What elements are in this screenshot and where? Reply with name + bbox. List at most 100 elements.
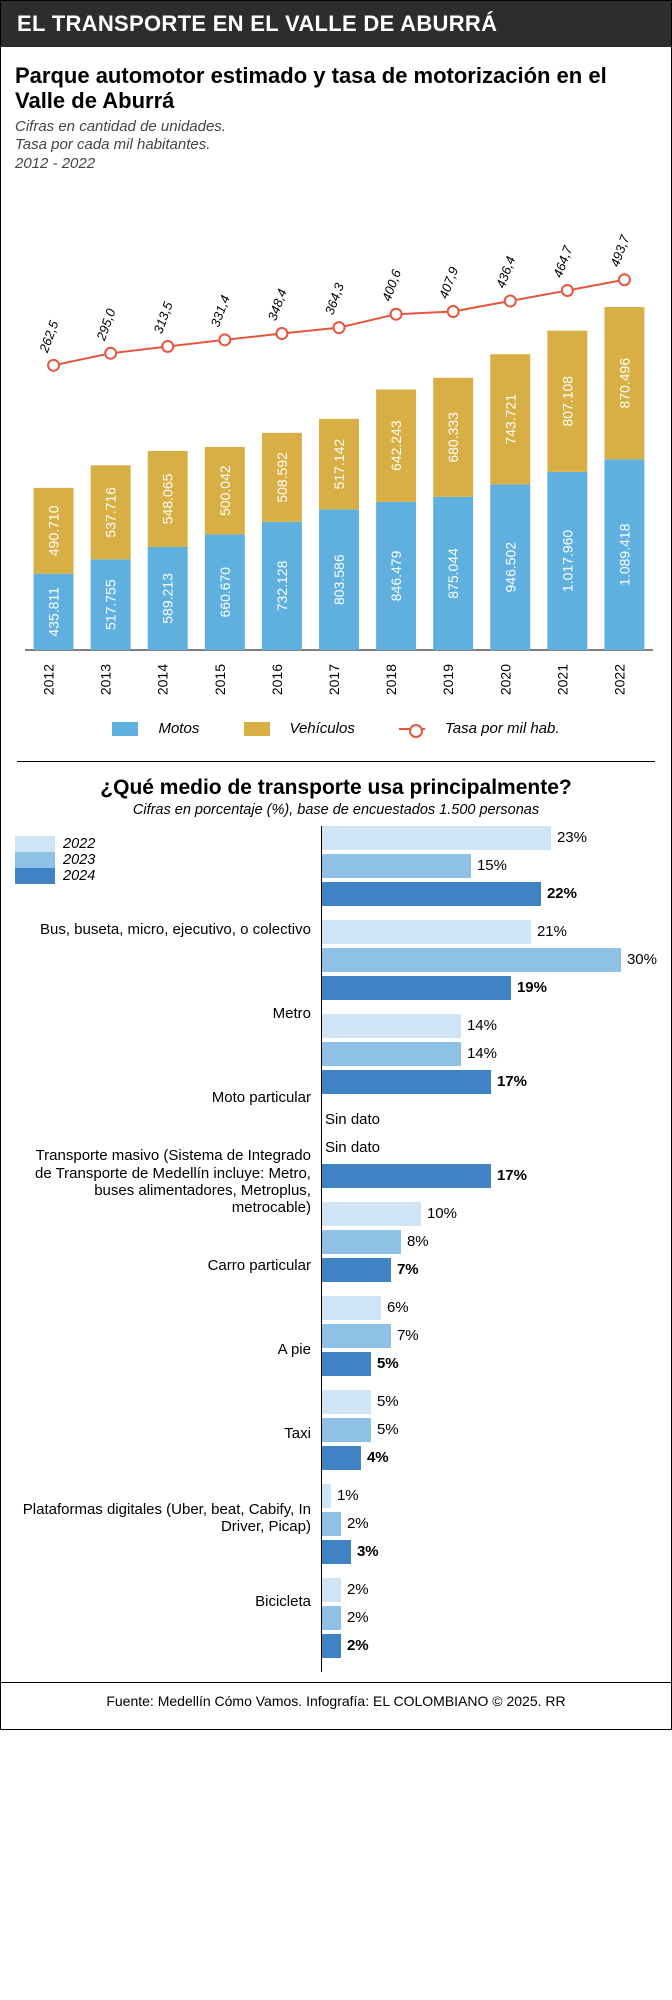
chart2-bar-label: 3% <box>357 1543 379 1560</box>
chart2-bar-row: 7% <box>321 1324 657 1348</box>
chart2-bar-label: 1% <box>337 1487 359 1504</box>
label-vehiculos-2019: 680.333 <box>445 412 461 463</box>
chart2-bar-group: 1% 2% 3% <box>321 1484 657 1564</box>
chart2-category-label: Plataformas digitales (Uber, beat, Cabif… <box>15 1476 321 1560</box>
chart2-bar-row: 3% <box>321 1540 657 1564</box>
chart2-bar <box>321 1202 421 1226</box>
chart2-bar <box>321 1512 341 1536</box>
chart2-bar-group: 14%14%17% <box>321 1014 657 1094</box>
chart2-bar-group: 21% 30% 19% <box>321 920 657 1000</box>
label-tasa-2020: 436,4 <box>493 254 518 290</box>
chart2-bar-label: 14% <box>467 1045 497 1062</box>
header-bar: EL TRANSPORTE EN EL VALLE DE ABURRÁ <box>1 1 671 47</box>
chart2-bar-label: 30% <box>627 951 657 968</box>
chart2-bar <box>321 882 541 906</box>
chart2-bar-row: 10% <box>321 1202 657 1226</box>
label-motos-2014: 589.213 <box>160 573 176 624</box>
chart2-bar <box>321 920 531 944</box>
chart1-svg: 435.811490.710262,52012517.755537.716295… <box>15 180 659 720</box>
chart2-bar-group: 23%15%22% <box>321 826 657 906</box>
tasa-marker <box>276 328 287 339</box>
chart1-subtitle: Cifras en cantidad de unidades.Tasa por … <box>15 118 657 174</box>
label-vehiculos-2012: 490.710 <box>46 505 62 556</box>
chart2-bar-label: 5% <box>377 1393 399 1410</box>
chart2-bar-row: 5% <box>321 1390 657 1414</box>
tasa-marker <box>48 360 59 371</box>
chart2-bar <box>321 826 551 850</box>
chart2-bar-label: 5% <box>377 1421 399 1438</box>
chart1-legend: Motos Vehículos Tasa por mil hab. <box>15 720 657 737</box>
chart2-bar-label: 21% <box>537 923 567 940</box>
tasa-marker <box>391 309 402 320</box>
chart2-bar-row: 22% <box>321 882 657 906</box>
chart2-bar <box>321 1540 351 1564</box>
tasa-marker <box>562 285 573 296</box>
xaxis-year-2014: 2014 <box>155 664 171 695</box>
chart2-category-label: A pie <box>15 1308 321 1392</box>
xaxis-year-2022: 2022 <box>611 664 627 695</box>
label-motos-2017: 803.586 <box>331 554 347 605</box>
chart2-bar-row: 4% <box>321 1446 657 1470</box>
xaxis-year-2015: 2015 <box>212 664 228 695</box>
label-tasa-2016: 348,4 <box>265 287 290 323</box>
chart2-bar-row: 30% <box>321 948 657 972</box>
chart2-bar-group: Sin datoSin dato17% <box>321 1108 657 1188</box>
chart2-bar <box>321 1070 491 1094</box>
chart2-bar-row: 19% <box>321 976 657 1000</box>
xaxis-year-2020: 2020 <box>497 664 513 695</box>
chart2-bar-label: 8% <box>407 1233 429 1250</box>
label-motos-2019: 875.044 <box>445 548 461 599</box>
chart2-category-label: Transporte masivo (Sistema de Integrado … <box>15 1140 321 1224</box>
label-tasa-2022: 493,7 <box>607 232 632 268</box>
tasa-marker <box>162 341 173 352</box>
chart2-bar-row: 15% <box>321 854 657 878</box>
chart2-bar-row: 6% <box>321 1296 657 1320</box>
chart2-bar-row: 1% <box>321 1484 657 1508</box>
label-motos-2012: 435.811 <box>46 587 62 637</box>
chart2-bar-label: 19% <box>517 979 547 996</box>
chart2-bar <box>321 1352 371 1376</box>
xaxis-year-2018: 2018 <box>383 664 399 695</box>
chart2-bar <box>321 854 471 878</box>
chart2-bar-row: Sin dato <box>321 1108 657 1132</box>
chart2-category-label: Metro <box>15 972 321 1056</box>
chart2-bar <box>321 1230 401 1254</box>
chart2-bar-label: 2% <box>347 1581 369 1598</box>
chart2-bar-group: 6% 7% 5% <box>321 1296 657 1376</box>
xaxis-year-2013: 2013 <box>98 664 114 695</box>
chart2-bar-label: 2% <box>347 1515 369 1532</box>
chart1-section: Parque automotor estimado y tasa de moto… <box>1 47 671 747</box>
label-motos-2020: 946.502 <box>502 542 518 593</box>
chart2-bar-row: 7% <box>321 1258 657 1282</box>
chart2-bar <box>321 948 621 972</box>
chart2-category-label: Bus, buseta, micro, ejecutivo, o colecti… <box>15 888 321 972</box>
xaxis-year-2019: 2019 <box>440 664 456 695</box>
chart2-bar <box>321 976 511 1000</box>
label-tasa-2018: 400,6 <box>379 267 404 303</box>
footer: Fuente: Medellín Cómo Vamos. Infografía:… <box>1 1682 671 1729</box>
chart2-bar <box>321 1324 391 1348</box>
chart2-bar-label: 2% <box>347 1637 369 1654</box>
chart2-bar-label: 17% <box>497 1167 527 1184</box>
chart2-bar <box>321 1390 371 1414</box>
tasa-marker <box>219 334 230 345</box>
chart2-category-label: Taxi <box>15 1392 321 1476</box>
label-motos-2018: 846.479 <box>388 550 404 601</box>
chart2-bar-row: 14% <box>321 1014 657 1038</box>
label-vehiculos-2013: 537.716 <box>103 487 119 538</box>
legend-line: Tasa por mil hab. <box>389 720 570 737</box>
chart2-bar-row: 5% <box>321 1352 657 1376</box>
chart2-bar-label: 14% <box>467 1017 497 1034</box>
chart2-bar <box>321 1296 381 1320</box>
chart2-bar-label: 6% <box>387 1299 409 1316</box>
chart2-bar-row: 2% <box>321 1606 657 1630</box>
label-vehiculos-2018: 642.243 <box>388 420 404 471</box>
label-motos-2013: 517.755 <box>103 579 119 630</box>
label-tasa-2015: 331,4 <box>208 293 233 329</box>
chart2-bar-row: 14% <box>321 1042 657 1066</box>
chart2-bar <box>321 1606 341 1630</box>
label-motos-2015: 660.670 <box>217 567 233 618</box>
label-vehiculos-2016: 508.592 <box>274 452 290 503</box>
chart2-bar-row: 8% <box>321 1230 657 1254</box>
legend-vehiculos: Vehículos <box>234 720 365 737</box>
